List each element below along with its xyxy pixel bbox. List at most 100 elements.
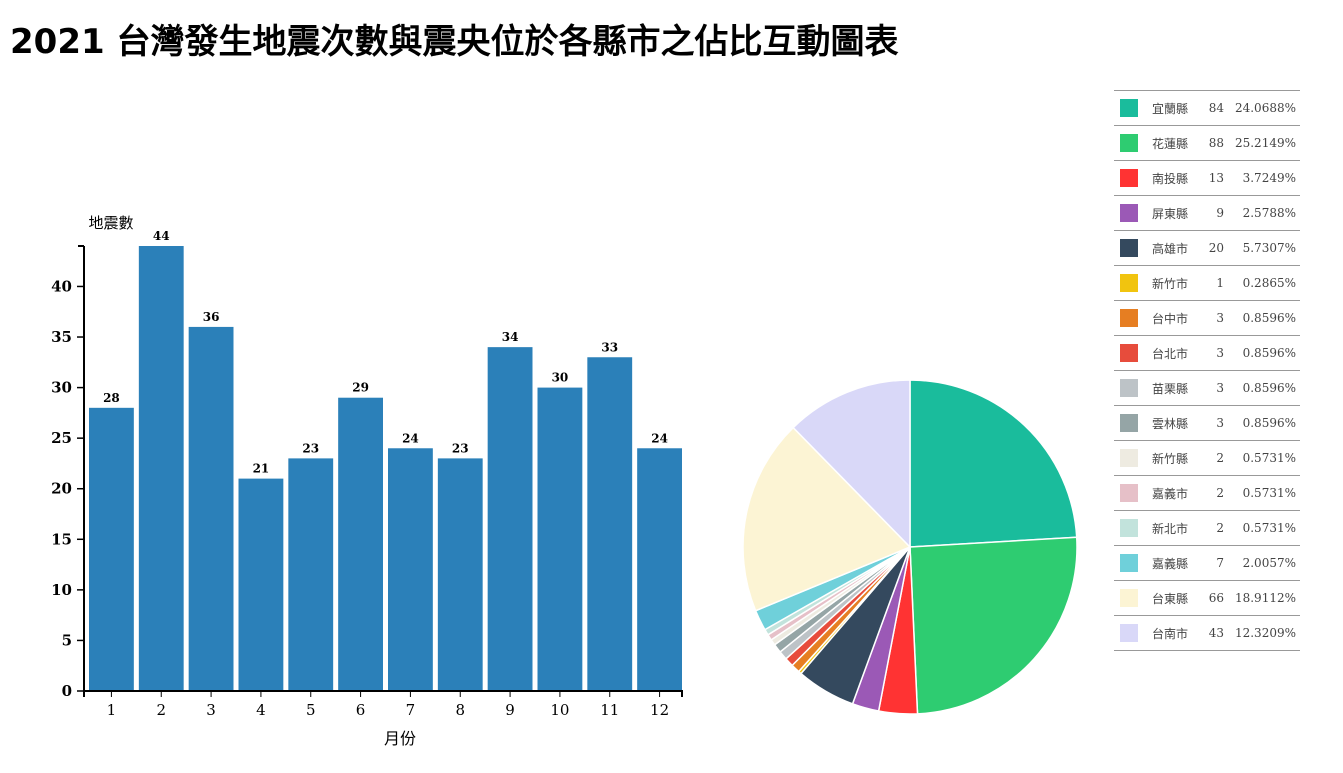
legend-count: 13 xyxy=(1208,171,1224,185)
legend-percent: 0.5731% xyxy=(1242,486,1296,500)
bar-value-label: 34 xyxy=(502,330,519,344)
y-tick-label: 10 xyxy=(51,581,72,599)
legend-percent: 0.5731% xyxy=(1242,521,1296,535)
legend-swatch xyxy=(1120,449,1138,467)
legend-row[interactable]: 台中市 3 0.8596% xyxy=(1114,301,1300,336)
bar-month-3 xyxy=(188,326,234,691)
bar-chart: 28 1 44 2 36 3 21 4 23 5 29 6 24 7 23 8 34 9 30 10 33 11 24 12 0… xyxy=(51,214,683,748)
legend-row[interactable]: 嘉義市 2 0.5731% xyxy=(1114,476,1300,511)
bar-value-label: 36 xyxy=(203,310,220,324)
legend-swatch xyxy=(1120,624,1138,642)
legend-count: 3 xyxy=(1216,416,1224,430)
legend-name: 南投縣 xyxy=(1152,171,1189,186)
legend-row[interactable]: 新北市 2 0.5731% xyxy=(1114,511,1300,546)
legend-row[interactable]: 苗栗縣 3 0.8596% xyxy=(1114,371,1300,406)
legend-percent: 0.5731% xyxy=(1242,451,1296,465)
bar-value-label: 23 xyxy=(452,441,469,455)
x-tick-label: 5 xyxy=(306,701,316,719)
bar-month-5 xyxy=(288,458,334,691)
bar-value-label: 30 xyxy=(552,371,569,385)
legend-row[interactable]: 台北市 3 0.8596% xyxy=(1114,336,1300,371)
legend-swatch xyxy=(1120,169,1138,187)
bar-value-label: 24 xyxy=(651,431,668,445)
x-tick-label: 3 xyxy=(206,701,216,719)
y-tick-label: 0 xyxy=(62,682,72,700)
axes-line xyxy=(83,246,683,697)
legend-count: 7 xyxy=(1216,556,1224,570)
bar-value-label: 28 xyxy=(103,391,120,405)
y-tick-label: 40 xyxy=(51,277,72,295)
legend-row[interactable]: 南投縣 13 3.7249% xyxy=(1114,161,1300,196)
bar-month-2 xyxy=(138,246,184,691)
x-tick-label: 8 xyxy=(455,701,465,719)
legend-count: 20 xyxy=(1208,241,1224,255)
legend-count: 3 xyxy=(1216,381,1224,395)
pie-slice-2 xyxy=(909,536,1078,715)
legend-name: 花蓮縣 xyxy=(1152,136,1189,151)
legend-percent: 24.0688% xyxy=(1234,101,1296,115)
legend-percent: 0.8596% xyxy=(1242,416,1296,430)
x-tick-label: 7 xyxy=(406,701,416,719)
y-tick-label: 30 xyxy=(51,379,72,397)
y-axis-title: 地震數 xyxy=(88,214,133,232)
legend-row[interactable]: 台南市 43 12.3209% xyxy=(1114,616,1300,651)
legend-count: 3 xyxy=(1216,346,1224,360)
legend-swatch xyxy=(1120,554,1138,572)
legend-percent: 2.5788% xyxy=(1242,206,1296,220)
y-tick-label: 25 xyxy=(51,429,72,447)
legend-name: 苗栗縣 xyxy=(1152,381,1189,396)
bar-value-label: 33 xyxy=(601,340,618,354)
y-tick-label: 20 xyxy=(51,480,72,498)
legend-percent: 12.3209% xyxy=(1234,626,1296,640)
legend-percent: 0.8596% xyxy=(1242,346,1296,360)
legend-name: 台南市 xyxy=(1152,626,1189,641)
legend-swatch xyxy=(1120,309,1138,327)
legend-row[interactable]: 台東縣 66 18.9112% xyxy=(1114,581,1300,616)
bar-month-8 xyxy=(437,458,483,691)
legend-percent: 18.9112% xyxy=(1234,591,1296,605)
bar-month-10 xyxy=(537,387,583,691)
legend-name: 雲林縣 xyxy=(1152,416,1189,431)
legend-name: 台北市 xyxy=(1152,346,1189,361)
legend-count: 3 xyxy=(1216,311,1224,325)
bar-month-7 xyxy=(388,448,433,691)
legend-name: 高雄市 xyxy=(1152,241,1189,256)
legend-row[interactable]: 宜蘭縣 84 24.0688% xyxy=(1114,91,1300,126)
legend-count: 1 xyxy=(1216,276,1224,290)
legend-row[interactable]: 新竹縣 2 0.5731% xyxy=(1114,441,1300,476)
pie-slice-16 xyxy=(792,379,911,549)
legend-percent: 0.8596% xyxy=(1242,311,1296,325)
legend-name: 宜蘭縣 xyxy=(1152,101,1189,116)
legend-row[interactable]: 花蓮縣 88 25.2149% xyxy=(1114,126,1300,161)
bar-value-label: 23 xyxy=(302,441,319,455)
legend-row[interactable]: 新竹市 1 0.2865% xyxy=(1114,266,1300,301)
bar-month-4 xyxy=(238,478,284,691)
x-tick-label: 10 xyxy=(550,701,569,719)
x-tick-label: 1 xyxy=(107,701,117,719)
legend-count: 88 xyxy=(1208,136,1224,150)
legend-name: 屏東縣 xyxy=(1152,206,1189,221)
legend-row[interactable]: 屏東縣 9 2.5788% xyxy=(1114,196,1300,231)
legend-swatch xyxy=(1120,589,1138,607)
legend-row[interactable]: 雲林縣 3 0.8596% xyxy=(1114,406,1300,441)
legend-row[interactable]: 嘉義縣 7 2.0057% xyxy=(1114,546,1300,581)
legend-count: 2 xyxy=(1216,451,1224,465)
bar-chart-plot: 28 1 44 2 36 3 21 4 23 5 29 6 24 7 23 8 34 9 30 10 33 11 24 12 0… xyxy=(51,214,683,748)
legend-swatch xyxy=(1120,414,1138,432)
legend-percent: 0.2865% xyxy=(1242,276,1296,290)
pie-slice-1 xyxy=(909,379,1078,548)
pie-legend: 宜蘭縣 84 24.0688% 花蓮縣 88 25.2149% 南投縣 13 3.7249% 屏東… xyxy=(1114,90,1300,651)
pie-slice-15 xyxy=(742,426,912,612)
legend-row[interactable]: 高雄市 20 5.7307% xyxy=(1114,231,1300,266)
legend-count: 2 xyxy=(1216,486,1224,500)
x-tick-label: 11 xyxy=(600,701,619,719)
bar-month-11 xyxy=(587,357,633,691)
bar-month-9 xyxy=(487,347,533,691)
legend-swatch xyxy=(1120,99,1138,117)
legend-percent: 0.8596% xyxy=(1242,381,1296,395)
legend-name: 嘉義縣 xyxy=(1152,556,1189,571)
legend-name: 新北市 xyxy=(1152,521,1189,536)
y-tick-label: 15 xyxy=(51,530,72,548)
legend-swatch xyxy=(1120,379,1138,397)
